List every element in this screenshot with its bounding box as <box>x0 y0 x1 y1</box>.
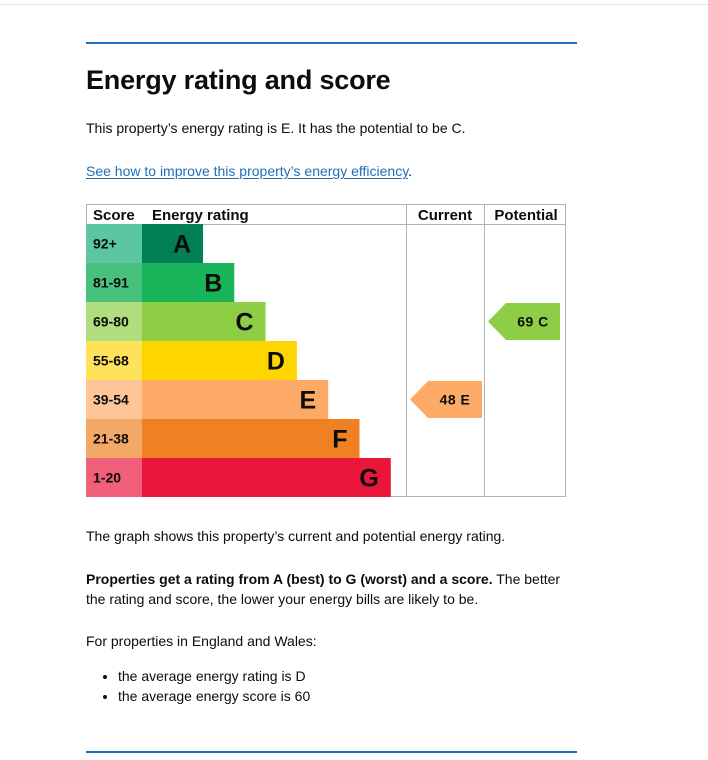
potential-rating-arrow-label: 69 C <box>517 314 549 330</box>
band-letter-c: C <box>236 309 254 337</box>
improve-efficiency-link[interactable]: See how to improve this property’s energ… <box>86 163 409 179</box>
potential-rating-arrow <box>488 303 560 340</box>
graph-note-text: The graph shows this property’s current … <box>86 528 506 544</box>
energy-rating-chart: Score Energy rating Current Potential 92… <box>86 204 566 497</box>
band-letter-e: E <box>300 387 317 415</box>
page-top-divider <box>0 4 708 5</box>
band-letter-f: F <box>332 426 347 454</box>
score-cell-a <box>86 224 142 263</box>
rating-explanation-bold: Properties get a rating from A (best) to… <box>86 571 493 587</box>
current-rating-arrow <box>410 381 482 418</box>
band-letter-g: G <box>359 465 378 493</box>
current-rating-arrow-label: 48 E <box>440 392 471 408</box>
score-range-d: 55-68 <box>93 353 129 369</box>
score-cell-g <box>86 458 142 497</box>
list-item: the average energy score is 60 <box>118 686 310 706</box>
band-letter-d: D <box>267 348 285 376</box>
band-bar-b <box>142 263 235 302</box>
header-score: Score <box>93 207 135 224</box>
averages-list: the average energy rating is D the avera… <box>86 666 310 706</box>
score-range-e: 39-54 <box>93 392 129 408</box>
link-suffix: . <box>408 163 413 179</box>
score-range-a: 92+ <box>93 236 117 252</box>
band-bar-g <box>142 458 391 497</box>
score-cell-d <box>86 341 142 380</box>
score-cell-b <box>86 263 142 302</box>
band-letter-b: B <box>204 270 222 298</box>
rating-intro-text: This property’s energy rating is E. It h… <box>86 120 466 136</box>
band-bar-f <box>142 419 360 458</box>
page-title: Energy rating and score <box>86 65 391 95</box>
band-letter-a: A <box>173 231 191 259</box>
header-energy-rating: Energy rating <box>152 207 249 224</box>
score-range-g: 1-20 <box>93 470 121 486</box>
header-current: Current <box>418 207 472 224</box>
score-cell-c <box>86 302 142 341</box>
improve-link-paragraph: See how to improve this property’s energ… <box>86 161 577 181</box>
score-cell-f <box>86 419 142 458</box>
section-bottom-rule <box>86 751 577 753</box>
band-bar-d <box>142 341 297 380</box>
section-top-rule <box>86 42 577 44</box>
score-range-f: 21-38 <box>93 431 129 447</box>
band-bar-a <box>142 224 203 263</box>
band-bar-e <box>142 380 329 419</box>
rating-explanation-rest: The better the rating and score, the low… <box>86 571 561 607</box>
score-range-c: 69-80 <box>93 314 129 330</box>
england-wales-intro: For properties in England and Wales: <box>86 633 317 649</box>
list-item: the average energy rating is D <box>118 666 310 686</box>
rating-bands: 92+ A 81-91 B 69-80 C 55-68 D 39-54 E 21-38 F 1-20 G <box>86 224 391 497</box>
rating-arrows: 48 E 69 C <box>410 303 560 418</box>
header-potential: Potential <box>494 207 557 224</box>
rating-explanation: Properties get a rating from A (best) to… <box>86 569 577 609</box>
score-range-b: 81-91 <box>93 275 129 291</box>
band-bar-c <box>142 302 266 341</box>
score-cell-e <box>86 380 142 419</box>
